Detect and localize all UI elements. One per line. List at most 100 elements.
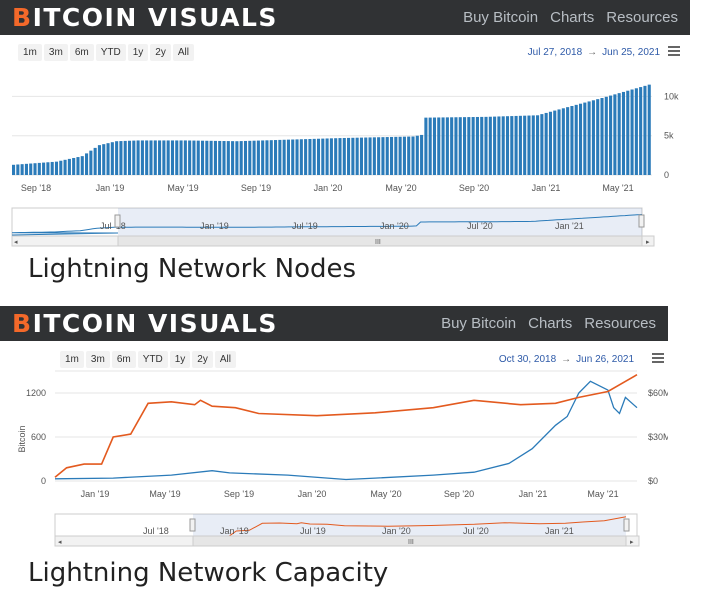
bar[interactable] — [261, 140, 265, 175]
bar[interactable] — [76, 157, 80, 175]
bar[interactable] — [24, 163, 28, 175]
bar[interactable] — [402, 136, 406, 175]
bar[interactable] — [12, 164, 16, 175]
bar[interactable] — [123, 140, 127, 175]
bar[interactable] — [600, 98, 604, 175]
bar[interactable] — [437, 117, 441, 175]
navigator-selection[interactable] — [118, 208, 642, 238]
range-ytd-button[interactable]: YTD — [95, 44, 126, 61]
bar[interactable] — [445, 117, 449, 175]
scroll-arrow-right-2[interactable]: ▸ — [630, 539, 634, 546]
bar[interactable] — [274, 140, 278, 175]
bar[interactable] — [312, 138, 316, 175]
bar[interactable] — [239, 141, 243, 175]
bar[interactable] — [304, 139, 308, 175]
bar[interactable] — [235, 141, 239, 175]
bar[interactable] — [278, 139, 282, 175]
bar[interactable] — [368, 137, 372, 175]
bar[interactable] — [544, 112, 548, 175]
bar[interactable] — [179, 140, 183, 175]
bar[interactable] — [110, 142, 114, 175]
bar[interactable] — [269, 140, 273, 175]
range-6m-button[interactable]: 6m — [69, 44, 94, 61]
bar[interactable] — [596, 99, 600, 175]
bar[interactable] — [170, 140, 175, 175]
bar[interactable] — [531, 115, 535, 175]
bar[interactable] — [42, 162, 46, 175]
bar[interactable] — [510, 116, 514, 175]
bar[interactable] — [480, 116, 484, 175]
bar[interactable] — [626, 90, 630, 175]
navigator-handle-right[interactable] — [638, 214, 645, 228]
bar[interactable] — [338, 138, 342, 175]
bar[interactable] — [16, 164, 20, 175]
range-1y-button[interactable]: 1y — [127, 44, 149, 61]
bar[interactable] — [351, 137, 355, 175]
bar[interactable] — [282, 139, 286, 175]
bar[interactable] — [248, 140, 252, 175]
bar[interactable] — [514, 115, 518, 175]
bar[interactable] — [252, 140, 256, 175]
nav-resources-2[interactable]: Resources — [584, 315, 656, 332]
bar[interactable] — [488, 116, 492, 175]
bar[interactable] — [527, 115, 531, 175]
navigator-handle-right-2[interactable] — [623, 518, 630, 532]
bar[interactable] — [454, 117, 458, 175]
bar[interactable] — [420, 134, 424, 175]
scrollbar-grip[interactable]: III — [375, 239, 381, 246]
bar[interactable] — [407, 136, 411, 175]
bar[interactable] — [604, 96, 608, 175]
bar[interactable] — [621, 91, 626, 175]
bar[interactable] — [316, 138, 321, 175]
date-to-2[interactable]: Jun 26, 2021 — [576, 354, 634, 365]
bar[interactable] — [347, 137, 351, 175]
bar[interactable] — [385, 137, 389, 175]
range-1m-button[interactable]: 1m — [18, 44, 42, 61]
bar[interactable] — [265, 140, 269, 175]
bar[interactable] — [630, 89, 634, 176]
bar[interactable] — [587, 101, 591, 175]
bar[interactable] — [145, 140, 149, 175]
bar[interactable] — [37, 162, 41, 175]
bar[interactable] — [192, 140, 196, 175]
bar[interactable] — [59, 160, 63, 175]
bar[interactable] — [471, 117, 475, 175]
bar[interactable] — [149, 140, 153, 175]
bar[interactable] — [80, 156, 84, 175]
bar[interactable] — [639, 87, 643, 175]
bar[interactable] — [613, 94, 617, 175]
bar[interactable] — [213, 140, 217, 175]
nav-resources[interactable]: Resources — [606, 9, 678, 26]
range-all-button-2[interactable]: All — [214, 351, 236, 368]
nav-charts-2[interactable]: Charts — [528, 315, 573, 332]
bar[interactable] — [411, 136, 415, 176]
bar[interactable] — [355, 137, 359, 175]
bar[interactable] — [609, 95, 613, 175]
bar[interactable] — [394, 136, 398, 175]
bar[interactable] — [381, 137, 385, 175]
bar[interactable] — [106, 143, 110, 175]
bar[interactable] — [432, 117, 437, 175]
bar[interactable] — [566, 107, 570, 175]
bar[interactable] — [342, 137, 346, 175]
nav-buy-bitcoin-2[interactable]: Buy Bitcoin — [441, 315, 517, 332]
bar[interactable] — [553, 110, 557, 175]
bar[interactable] — [536, 115, 540, 175]
menu-icon-2[interactable] — [652, 353, 664, 363]
bar[interactable] — [299, 139, 303, 175]
range-2y-button-2[interactable]: 2y — [192, 351, 213, 368]
scroll-arrow-left-2[interactable]: ◂ — [58, 539, 62, 546]
bar[interactable] — [591, 100, 595, 175]
range-1m-button-2[interactable]: 1m — [60, 351, 84, 368]
menu-icon[interactable] — [668, 46, 680, 56]
bar[interactable] — [97, 145, 101, 175]
bar[interactable] — [424, 117, 428, 175]
bar[interactable] — [583, 102, 587, 175]
bar[interactable] — [33, 163, 37, 175]
bar[interactable] — [359, 137, 364, 175]
bar[interactable] — [450, 117, 454, 175]
bar[interactable] — [364, 137, 368, 175]
bar[interactable] — [256, 140, 260, 175]
bar[interactable] — [188, 140, 192, 175]
bar[interactable] — [497, 116, 501, 175]
